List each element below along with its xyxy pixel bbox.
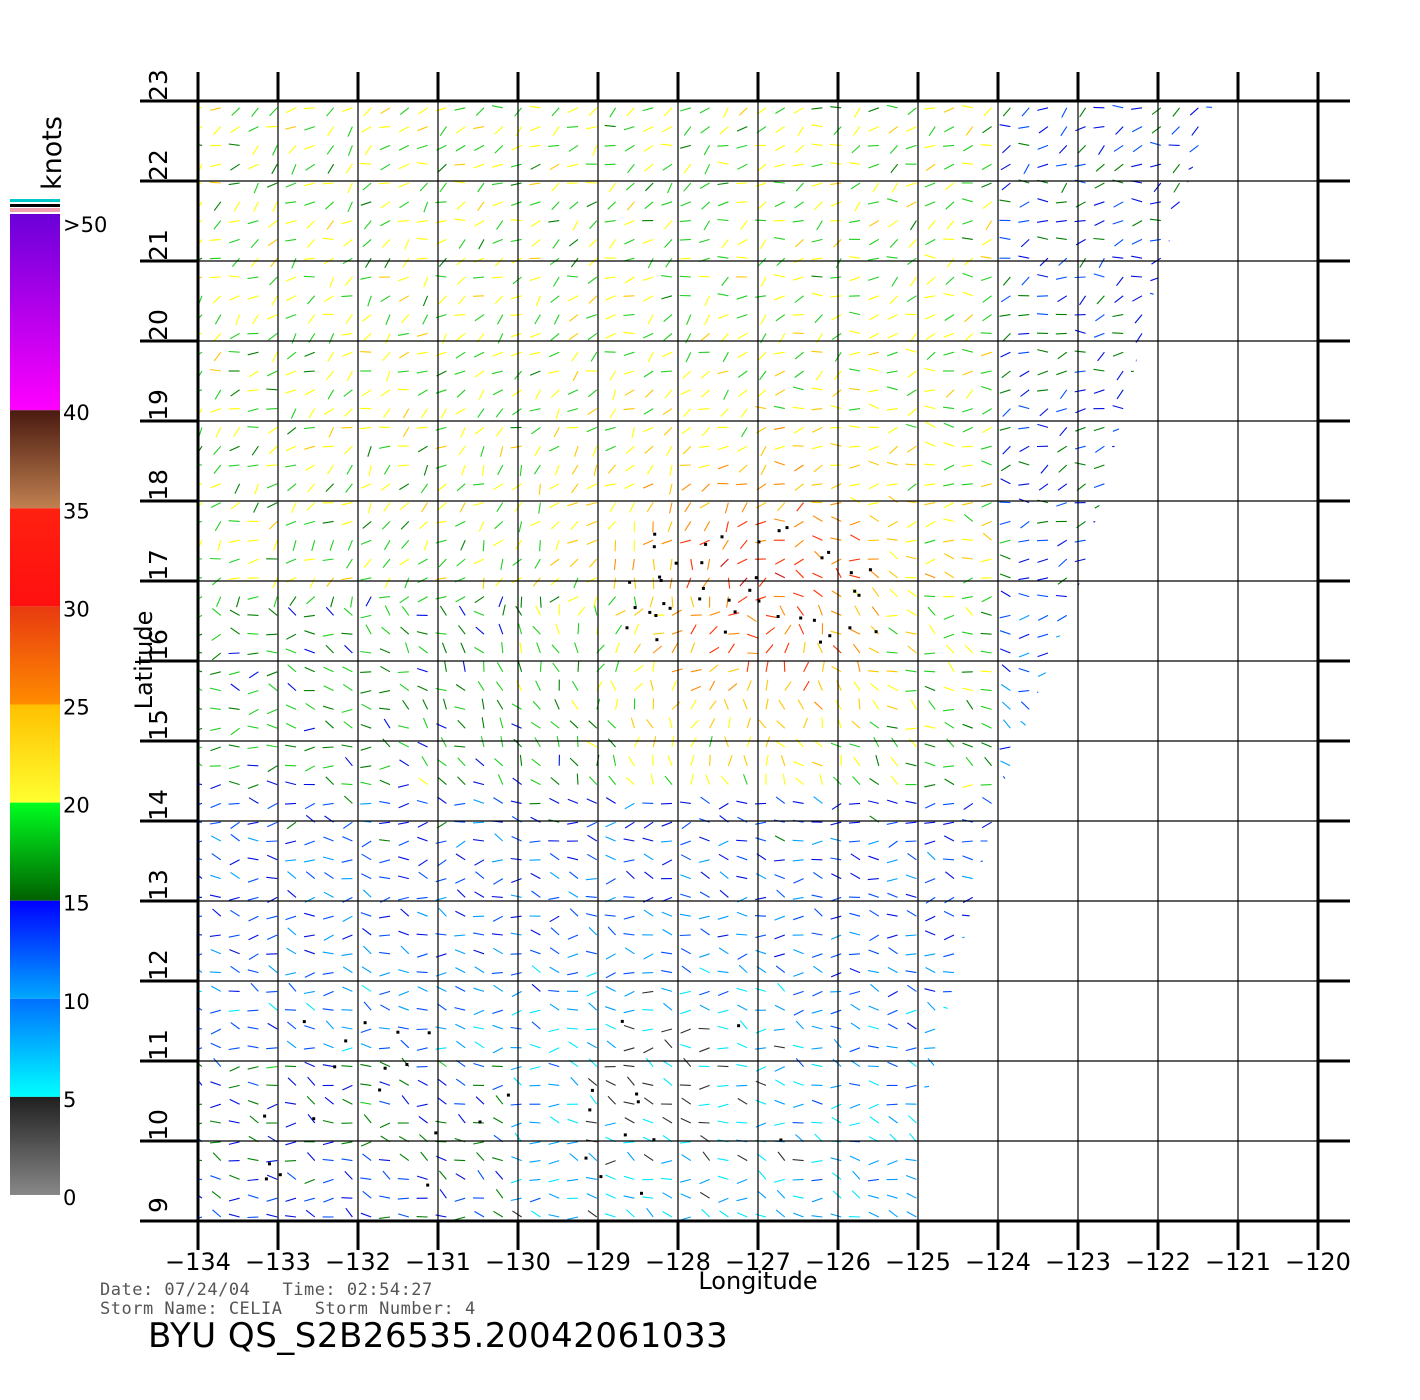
latitude-tick-label: 9 — [144, 1197, 173, 1213]
longitude-tick-label: −130 — [485, 1248, 551, 1276]
latitude-tick-label: 23 — [144, 69, 173, 101]
longitude-tick-label: −120 — [1285, 1248, 1351, 1276]
wind-speed-colorbar: knots >50 40 35 30 25 20 15 10 5 0 — [10, 116, 107, 1210]
latitude-tick-label: 19 — [144, 389, 173, 421]
colorbar-level-label: 0 — [63, 1186, 76, 1210]
longitude-tick-label: −127 — [725, 1248, 791, 1276]
longitude-tick-label: −126 — [805, 1248, 871, 1276]
latitude-tick-label: 10 — [144, 1109, 173, 1141]
latitude-tick-label: 15 — [144, 709, 173, 741]
longitude-tick-label: −123 — [1045, 1248, 1111, 1276]
colorbar-level-label: 20 — [63, 794, 90, 818]
latitude-tick-labels: 9 10 11 12 13 14 15 16 17 18 19 20 21 22 23 — [144, 69, 173, 1213]
colorbar-top-label: >50 — [63, 213, 107, 237]
longitude-tick-label: −124 — [965, 1248, 1031, 1276]
longitude-tick-label: −131 — [405, 1248, 471, 1276]
latitude-tick-label: 21 — [144, 229, 173, 261]
latitude-tick-label: 12 — [144, 949, 173, 981]
lat-lon-grid — [140, 72, 1350, 1250]
longitude-tick-label: −132 — [325, 1248, 391, 1276]
latitude-tick-label: 22 — [144, 149, 173, 181]
longitude-tick-label: −129 — [565, 1248, 631, 1276]
colorbar-level-label: 25 — [63, 696, 90, 720]
colorbar-level-label: 5 — [63, 1088, 76, 1112]
longitude-tick-label: −125 — [885, 1248, 951, 1276]
product-id: BYU QS_S2B26535.20042061033 — [148, 1316, 729, 1356]
colorbar-level-label: 15 — [63, 892, 90, 916]
longitude-tick-label: −121 — [1205, 1248, 1271, 1276]
date-time-line: Date: 07/24/04 Time: 02:54:27 — [100, 1280, 433, 1300]
latitude-tick-label: 11 — [144, 1029, 173, 1061]
longitude-tick-label: −134 — [165, 1248, 231, 1276]
latitude-tick-label: 17 — [144, 549, 173, 581]
colorbar-level-label: 30 — [63, 597, 90, 621]
wind-vectors — [198, 104, 1214, 1221]
colorbar-level-label: 35 — [63, 499, 90, 523]
latitude-tick-label: 16 — [144, 629, 173, 661]
latitude-tick-label: 13 — [144, 869, 173, 901]
colorbar-level-label: 40 — [63, 401, 90, 425]
storm-info-line: Storm Name: CELIA Storm Number: 4 — [100, 1299, 476, 1319]
latitude-tick-label: 18 — [144, 469, 173, 501]
longitude-tick-label: −122 — [1125, 1248, 1191, 1276]
y-axis-label: Latitude — [130, 611, 158, 710]
latitude-tick-label: 14 — [144, 789, 173, 821]
rain-flag-markers — [263, 526, 878, 1195]
colorbar-level-label: 10 — [63, 990, 90, 1014]
longitude-tick-label: −133 — [245, 1248, 311, 1276]
longitude-tick-label: −128 — [645, 1248, 711, 1276]
latitude-tick-label: 20 — [144, 309, 173, 341]
colorbar-unit-label: knots — [37, 116, 68, 190]
x-axis-label: Longitude — [698, 1267, 817, 1295]
longitude-tick-labels: −134 −133 −132 −131 −130 −129 −128 −127 −126 −125… — [165, 1248, 1351, 1276]
